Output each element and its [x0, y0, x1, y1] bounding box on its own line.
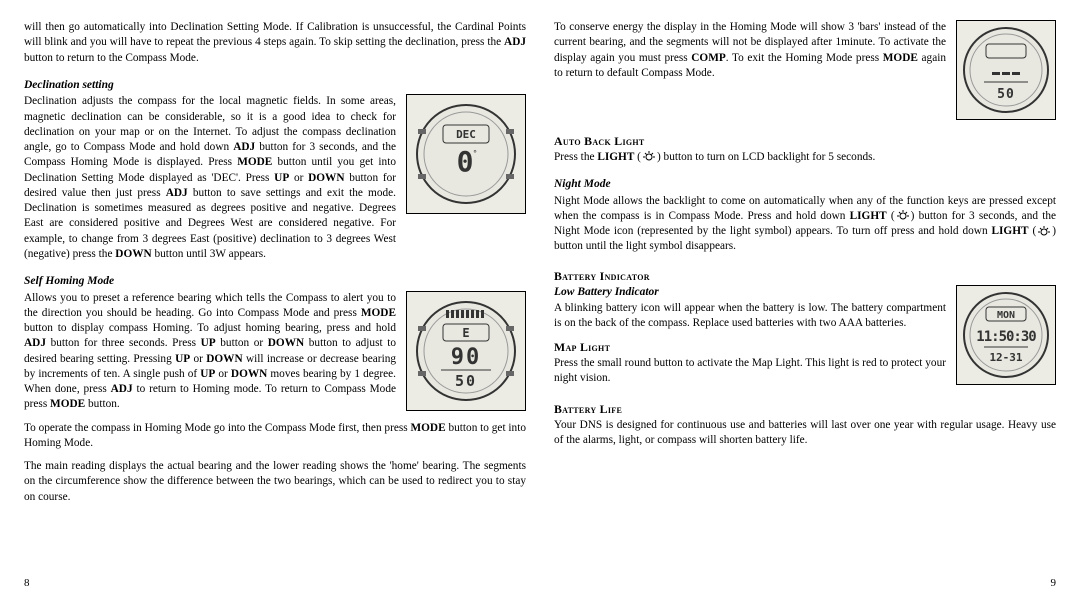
- para-low-battery: A blinking battery icon will appear when…: [554, 301, 946, 332]
- svg-text:E: E: [462, 326, 469, 340]
- heading-self-homing: Self Homing Mode: [24, 274, 526, 290]
- svg-text:°: °: [473, 149, 478, 158]
- page-number-left: 8: [24, 576, 526, 591]
- svg-text:12-31: 12-31: [989, 351, 1022, 364]
- svg-text:DEC: DEC: [456, 128, 476, 141]
- svg-text:11:50:30: 11:50:30: [976, 329, 1036, 345]
- svg-text:50: 50: [455, 372, 477, 390]
- sc: attery: [562, 269, 596, 283]
- figure-time-lcd: MON 11:50:30 12-31: [956, 285, 1056, 385]
- para-night-mode: Night Mode allows the backlight to come …: [554, 194, 1056, 255]
- sc: ight: [622, 134, 644, 148]
- heading-declination: Declination setting: [24, 78, 526, 94]
- left-page: will then go automatically into Declinat…: [24, 20, 526, 591]
- figure-bars-lcd: 50: [956, 20, 1056, 120]
- figure-declination-lcd: DEC 0 °: [406, 94, 526, 214]
- svg-text:90: 90: [451, 345, 482, 370]
- svg-text:50: 50: [997, 87, 1015, 102]
- heading-battery-indicator: Battery Indicator: [554, 269, 1056, 285]
- figure-homing-lcd: E 90 50: [406, 291, 526, 411]
- heading-battery-life: Battery Life: [554, 402, 1056, 418]
- sc: ight: [588, 340, 610, 354]
- heading-low-battery: Low Battery Indicator: [554, 285, 946, 301]
- sc: ack: [592, 134, 611, 148]
- para-auto-back-light: Press the LIGHT () button to turn on LCD…: [554, 150, 1056, 165]
- para-map-light: Press the small round button to activate…: [554, 356, 946, 387]
- para-main-reading: The main reading displays the actual bea…: [24, 459, 526, 505]
- para-cal-end: will then go automatically into Declinat…: [24, 20, 526, 66]
- heading-map-light: Map Light: [554, 340, 946, 356]
- sc: ap: [565, 340, 576, 354]
- right-page: To conserve energy the display in the Ho…: [554, 20, 1056, 591]
- heading-auto-back-light: Auto Back Light: [554, 134, 1056, 150]
- heading-night-mode: Night Mode: [554, 177, 1056, 193]
- para-battery-life: Your DNS is designed for continuous use …: [554, 418, 1056, 449]
- sc: attery: [562, 402, 596, 416]
- light-icon: [642, 151, 656, 163]
- para-conserve-energy: To conserve energy the display in the Ho…: [554, 20, 946, 81]
- light-icon: [1037, 226, 1051, 238]
- sc: uto: [563, 134, 581, 148]
- light-icon: [896, 210, 910, 222]
- para-self-homing: Allows you to preset a reference bearing…: [24, 291, 396, 413]
- para-operate-homing: To operate the compass in Homing Mode go…: [24, 421, 526, 452]
- page-number-right: 9: [554, 576, 1056, 591]
- sc: ife: [608, 402, 622, 416]
- svg-text:MON: MON: [997, 310, 1015, 321]
- para-declination: Declination adjusts the compass for the …: [24, 94, 396, 262]
- sc: ndicator: [605, 269, 650, 283]
